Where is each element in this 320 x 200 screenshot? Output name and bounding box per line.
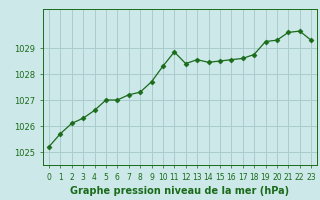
X-axis label: Graphe pression niveau de la mer (hPa): Graphe pression niveau de la mer (hPa): [70, 186, 290, 196]
